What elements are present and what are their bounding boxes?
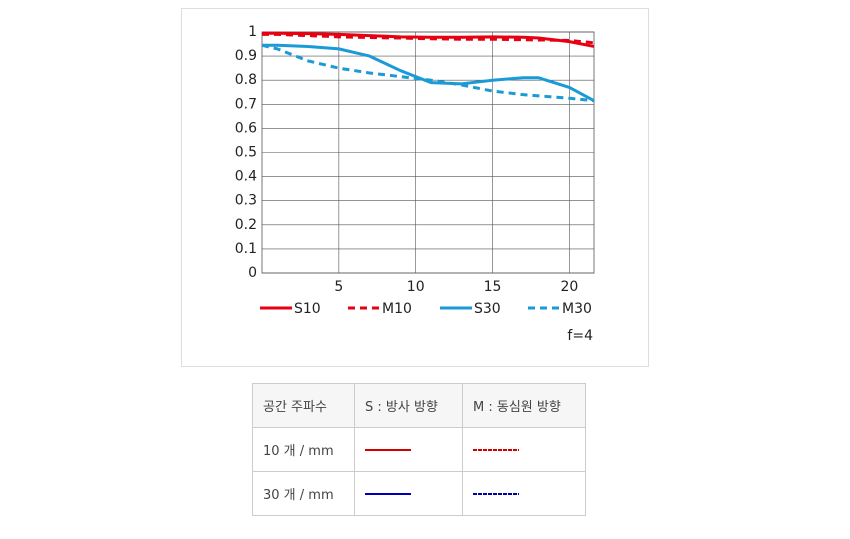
y-tick-label: 0.5	[235, 145, 257, 161]
line-sample	[462, 427, 586, 472]
y-tick-label: 0.1	[235, 241, 257, 257]
line-sample	[462, 471, 586, 516]
annotation: f=4	[567, 328, 593, 344]
legend-label: S10	[294, 301, 321, 317]
x-tick-label: 10	[407, 279, 425, 295]
legend-label: S30	[474, 301, 501, 317]
y-tick-label: 0.7	[235, 96, 257, 112]
table-row: 10 개 / mm	[252, 427, 586, 472]
header-cell: M : 동심원 방향	[462, 383, 586, 428]
y-tick-label: 1	[248, 24, 257, 40]
y-tick-label: 0.3	[235, 193, 257, 209]
series-line	[261, 43, 595, 103]
table-header: 공간 주파수 S : 방사 방향 M : 동심원 방향	[252, 383, 586, 428]
header-cell: 공간 주파수	[252, 383, 355, 428]
y-tick-label: 0.9	[235, 48, 257, 64]
series-line	[262, 43, 595, 103]
legend-table: 공간 주파수 S : 방사 방향 M : 동심원 방향 10 개 / mm 30…	[252, 383, 586, 516]
x-tick-label: 20	[560, 279, 578, 295]
y-tick-label: 0.6	[235, 120, 257, 136]
x-tick-label: 5	[334, 279, 343, 295]
line-sample	[354, 471, 463, 516]
y-tick-label: 0.2	[235, 217, 257, 233]
plot-border	[261, 31, 595, 274]
y-tick-label: 0.4	[235, 169, 257, 185]
y-tick-label: 0.8	[235, 72, 257, 88]
chart-frame	[181, 8, 649, 367]
y-tick-label: 0	[248, 265, 257, 281]
chart: f=4 00.10.20.30.40.50.60.70.80.915 10 15 20…	[235, 24, 595, 344]
header-cell: S : 방사 방향	[354, 383, 463, 428]
row-label: 30 개 / mm	[252, 471, 355, 516]
series-line	[262, 32, 595, 45]
line-sample	[354, 427, 463, 472]
x-tick-label: 15	[484, 279, 502, 295]
table-row: 30 개 / mm	[252, 471, 586, 516]
legend-label: M30	[562, 301, 592, 317]
row-label: 10 개 / mm	[252, 427, 355, 472]
legend-label: M10	[382, 301, 412, 317]
